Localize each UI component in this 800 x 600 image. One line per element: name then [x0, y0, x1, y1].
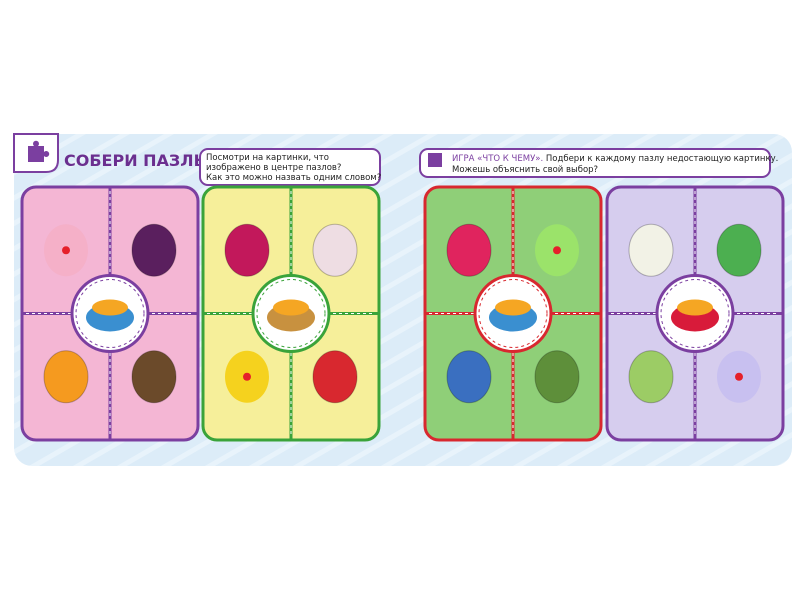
center-ring — [478, 279, 548, 348]
instruction-line: Посмотри на картинки, что — [206, 153, 329, 163]
center-icon-top — [92, 299, 128, 316]
instruction-line: изображено в центре пазлов? — [206, 163, 341, 173]
fruit-icon — [446, 350, 492, 404]
center-icon-top — [273, 299, 309, 316]
center-ring — [660, 279, 730, 348]
missing-marker — [62, 246, 70, 255]
right-instruction-box — [419, 148, 771, 178]
title: СОБЕРИ ПАЗЛЫ! — [64, 151, 217, 170]
fruit-icon — [534, 350, 580, 404]
fruit-icon — [131, 223, 177, 277]
fruit-icon — [224, 223, 270, 277]
center-ring — [75, 279, 145, 348]
left-instruction-box — [199, 148, 381, 186]
fruit-icon — [43, 350, 89, 404]
puzzle-icon — [28, 140, 50, 162]
center-icon-top — [677, 299, 713, 316]
instruction-line: Можешь объяснить свой выбор? — [452, 165, 598, 175]
fruit-icon — [312, 350, 358, 404]
center-icon-top — [495, 299, 531, 316]
fruit-icon — [312, 223, 358, 277]
fruit-icon — [628, 350, 674, 404]
fruit-icon — [628, 223, 674, 277]
missing-marker — [243, 372, 251, 381]
center-ring — [256, 279, 326, 348]
missing-marker — [553, 246, 561, 255]
puzzle-cards — [20, 185, 785, 442]
instruction-line: ИГРА «ЧТО К ЧЕМУ». Подбери к каждому паз… — [452, 154, 778, 164]
instruction-line: Как это можно назвать одним словом? — [206, 173, 381, 183]
fruit-icon — [446, 223, 492, 277]
game-label: ИГРА «ЧТО К ЧЕМУ». — [452, 154, 543, 164]
fruit-icon — [716, 223, 762, 277]
missing-marker — [735, 372, 743, 381]
puzzle-icon — [428, 153, 442, 167]
instruction-text: Подбери к каждому пазлу недостающую карт… — [546, 154, 778, 164]
fruit-icon — [131, 350, 177, 404]
